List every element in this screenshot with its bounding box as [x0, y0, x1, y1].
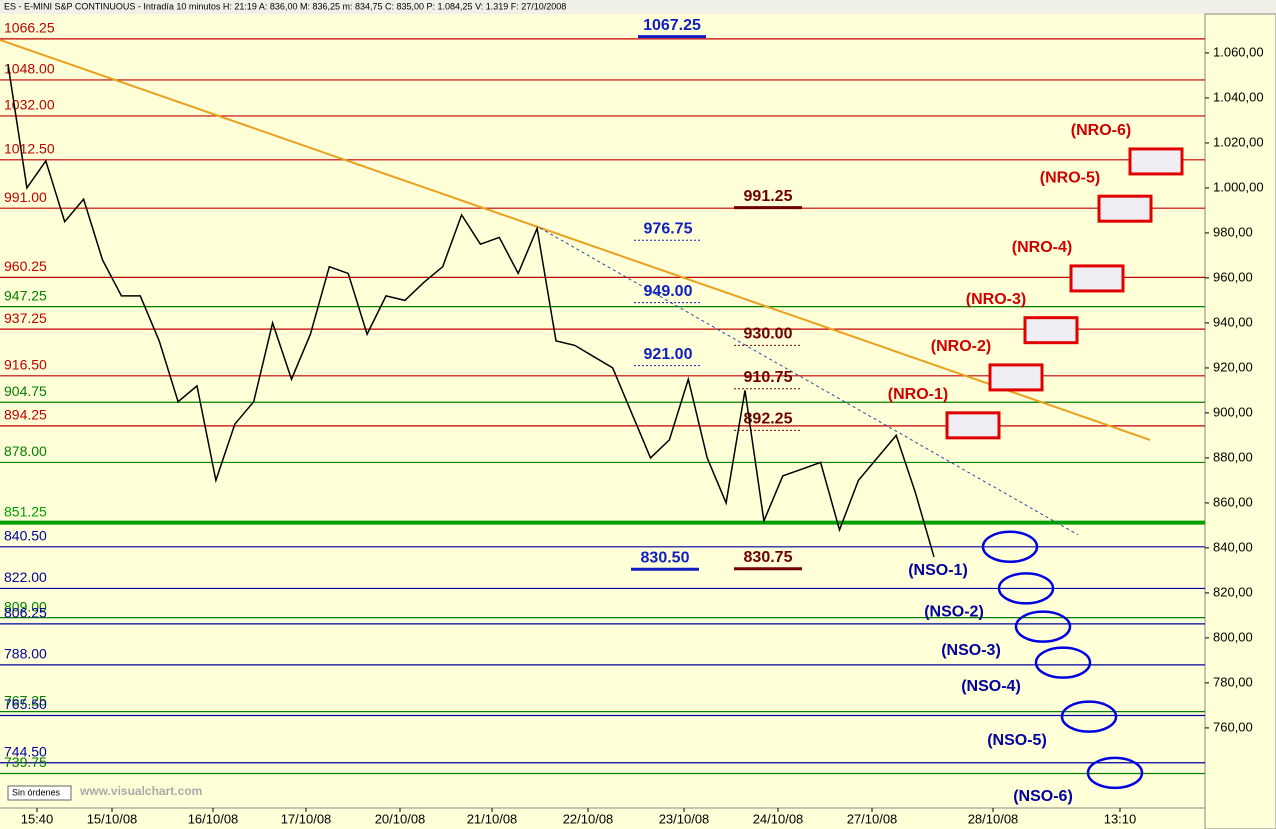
- trendline: [0, 38, 1151, 441]
- level-label: 788.00: [4, 646, 47, 662]
- projection-label: 976.75: [644, 220, 693, 237]
- projection-label: 892.25: [744, 411, 793, 428]
- y-tick-label: 880,00: [1213, 449, 1253, 464]
- x-tick-label: 28/10/08: [968, 811, 1019, 826]
- projection-label: 921.00: [644, 346, 693, 363]
- x-tick-label: 20/10/08: [375, 811, 426, 826]
- nso-ellipse: [997, 572, 1055, 605]
- level-label: 894.25: [4, 407, 47, 423]
- projection-label: 991.25: [744, 188, 793, 205]
- level-label: 937.25: [4, 310, 47, 326]
- x-tick-label: 15/10/08: [87, 811, 138, 826]
- nro-label: (NRO-2): [931, 338, 991, 355]
- projection-label: 830.75: [744, 549, 793, 566]
- y-tick-label: 820,00: [1213, 584, 1253, 599]
- nro-label: (NRO-3): [966, 291, 1026, 308]
- nso-ellipse: [1060, 700, 1118, 733]
- nro-box: [1128, 147, 1184, 176]
- nro-label: (NRO-1): [888, 386, 948, 403]
- x-tick-label: 15:40: [21, 811, 54, 826]
- level-label: 739.75: [4, 754, 47, 770]
- nso-label: (NSO-4): [961, 678, 1021, 695]
- level-label: 840.50: [4, 527, 47, 543]
- y-tick-label: 960,00: [1213, 269, 1253, 284]
- y-tick-label: 860,00: [1213, 494, 1253, 509]
- level-label: 991.00: [4, 189, 47, 205]
- trendline: [539, 227, 1079, 536]
- y-tick-label: 920,00: [1213, 359, 1253, 374]
- status-text: Sin órdenes: [12, 787, 61, 797]
- nro-box: [1023, 316, 1079, 345]
- x-tick-label: 23/10/08: [659, 811, 710, 826]
- nso-label: (NSO-3): [941, 642, 1001, 659]
- projection-label: 910.75: [744, 369, 793, 386]
- y-axis-area: [1204, 13, 1276, 829]
- y-tick-label: 940,00: [1213, 314, 1253, 329]
- y-tick-label: 840,00: [1213, 539, 1253, 554]
- nro-label: (NRO-4): [1012, 239, 1072, 256]
- level-label: 744.50: [4, 743, 47, 759]
- nso-label: (NSO-1): [908, 562, 968, 579]
- y-tick-label: 760,00: [1213, 719, 1253, 734]
- price-line: [7, 64, 935, 558]
- status-box: [7, 785, 72, 801]
- y-tick-label: 1.000,00: [1213, 179, 1264, 194]
- x-tick-label: 13:10: [1104, 811, 1137, 826]
- y-tick-label: 900,00: [1213, 404, 1253, 419]
- nso-ellipse: [1014, 610, 1072, 643]
- level-label: 916.50: [4, 357, 47, 373]
- y-tick-label: 1.020,00: [1213, 134, 1264, 149]
- level-label: 878.00: [4, 443, 47, 459]
- nso-label: (NSO-2): [924, 604, 984, 621]
- level-label: 765.50: [4, 696, 47, 712]
- nro-box: [1097, 194, 1153, 223]
- x-tick-label: 24/10/08: [753, 811, 804, 826]
- level-label: 1066.25: [4, 20, 55, 36]
- x-tick-label: 27/10/08: [847, 811, 898, 826]
- level-label: 767.25: [4, 692, 47, 708]
- nso-ellipse: [1086, 756, 1144, 790]
- level-label: 851.25: [4, 503, 47, 519]
- y-tick-label: 1.040,00: [1213, 89, 1264, 104]
- x-tick-label: 16/10/08: [188, 811, 239, 826]
- nso-ellipse: [981, 530, 1039, 564]
- x-tick-label: 21/10/08: [467, 811, 518, 826]
- nso-ellipse: [1034, 646, 1092, 679]
- level-label: 947.25: [4, 287, 47, 303]
- header-text: ES - E-MINI S&P CONTINUOUS - Intradía 10…: [4, 1, 566, 11]
- y-tick-label: 800,00: [1213, 629, 1253, 644]
- level-label: 806.25: [4, 605, 47, 621]
- nso-label: (NSO-5): [987, 732, 1047, 749]
- level-label: 904.75: [4, 383, 47, 399]
- projection-label: 830.50: [641, 550, 690, 567]
- projection-label: 1067.25: [643, 17, 701, 34]
- nro-label: (NRO-6): [1071, 122, 1131, 139]
- x-tick-label: 22/10/08: [563, 811, 614, 826]
- projection-label: 949.00: [644, 283, 693, 300]
- nro-box: [1069, 264, 1125, 293]
- x-tick-label: 17/10/08: [281, 811, 332, 826]
- nso-label: (NSO-6): [1013, 788, 1073, 805]
- y-tick-label: 980,00: [1213, 224, 1253, 239]
- nro-label: (NRO-5): [1040, 169, 1100, 186]
- level-label: 809.00: [4, 598, 47, 614]
- level-label: 960.25: [4, 258, 47, 274]
- level-label: 1048.00: [4, 61, 55, 77]
- y-tick-label: 1.060,00: [1213, 44, 1264, 59]
- level-label: 1032.00: [4, 97, 55, 113]
- y-tick-label: 780,00: [1213, 674, 1253, 689]
- site-text: www.visualchart.com: [79, 784, 202, 798]
- projection-label: 930.00: [744, 326, 793, 343]
- header-bar: [0, 0, 1276, 14]
- nro-box: [945, 411, 1001, 440]
- level-label: 1012.50: [4, 141, 55, 157]
- nro-box: [988, 363, 1044, 392]
- level-label: 822.00: [4, 569, 47, 585]
